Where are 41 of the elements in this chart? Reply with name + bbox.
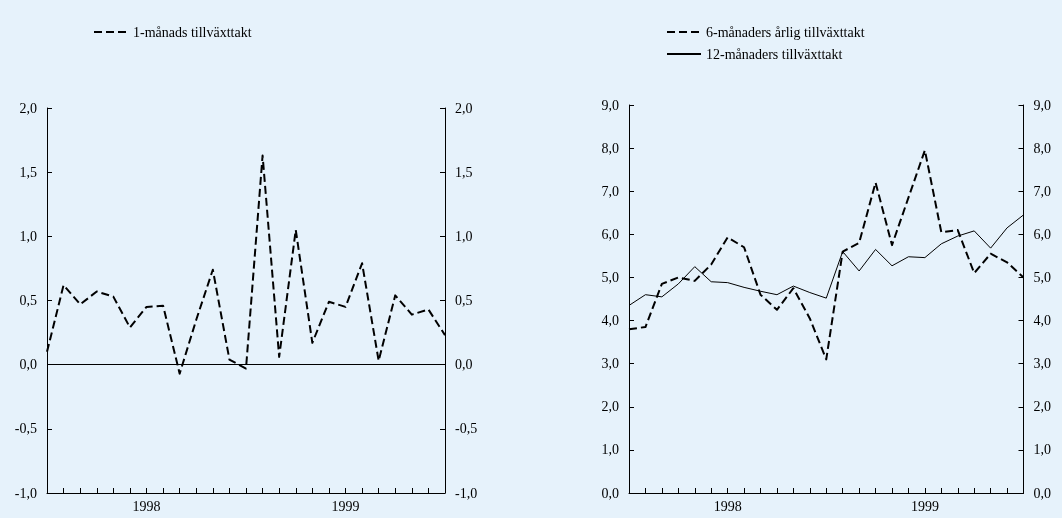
legend-label: 1-månads tillväxttakt [133, 24, 252, 40]
y2-tick-label: 9,0 [1033, 97, 1051, 113]
y2-tick-label: 1,5 [455, 164, 473, 180]
y2-tick-label: -1,0 [455, 485, 478, 501]
x-tick-label: 1998 [132, 498, 161, 514]
y-tick-label: 1,0 [19, 228, 37, 244]
y-tick-label: 5,0 [601, 269, 619, 285]
y2-tick-label: 1,0 [1033, 442, 1051, 458]
y-tick-label: 8,0 [601, 140, 619, 156]
y2-tick-label: 1,0 [455, 228, 473, 244]
x-tick-label: 1998 [713, 498, 742, 514]
y-tick-label: 2,0 [19, 100, 37, 116]
y2-tick-label: 6,0 [1033, 226, 1051, 242]
y-tick-label: 0,0 [19, 357, 37, 373]
y2-tick-label: 0,0 [455, 357, 473, 373]
y-tick-label: 4,0 [601, 313, 619, 329]
y2-tick-label: 5,0 [1033, 269, 1051, 285]
x-tick-label: 1999 [910, 498, 939, 514]
y2-tick-label: 2,0 [1033, 399, 1051, 415]
y-tick-label: 3,0 [601, 356, 619, 372]
y2-tick-label: -0,5 [455, 421, 478, 437]
y-tick-label: 9,0 [601, 97, 619, 113]
legend-label: 6-månaders årlig tillväxttakt [706, 24, 865, 40]
y2-tick-label: 2,0 [455, 100, 473, 116]
y2-tick-label: 0,5 [455, 293, 473, 308]
y2-tick-label: 3,0 [1033, 356, 1051, 372]
y-tick-label: 6,0 [601, 226, 619, 242]
y-tick-label: 0,0 [601, 485, 619, 501]
y-tick-label: 1,0 [601, 442, 619, 458]
y2-tick-label: 7,0 [1033, 183, 1051, 199]
y-tick-label: 7,0 [601, 183, 619, 199]
y-tick-label: 2,0 [601, 399, 619, 415]
y-tick-label: 1,5 [19, 164, 37, 180]
y-tick-label: -0,5 [14, 421, 37, 437]
legend-label: 12-månaders tillväxttakt [706, 46, 843, 62]
y2-tick-label: 4,0 [1033, 313, 1051, 329]
x-tick-label: 1999 [331, 498, 360, 514]
y-tick-label: 0,5 [19, 293, 37, 308]
y2-tick-label: 8,0 [1033, 140, 1051, 156]
y2-tick-label: 0,0 [1033, 485, 1051, 501]
y-tick-label: -1,0 [14, 485, 37, 501]
